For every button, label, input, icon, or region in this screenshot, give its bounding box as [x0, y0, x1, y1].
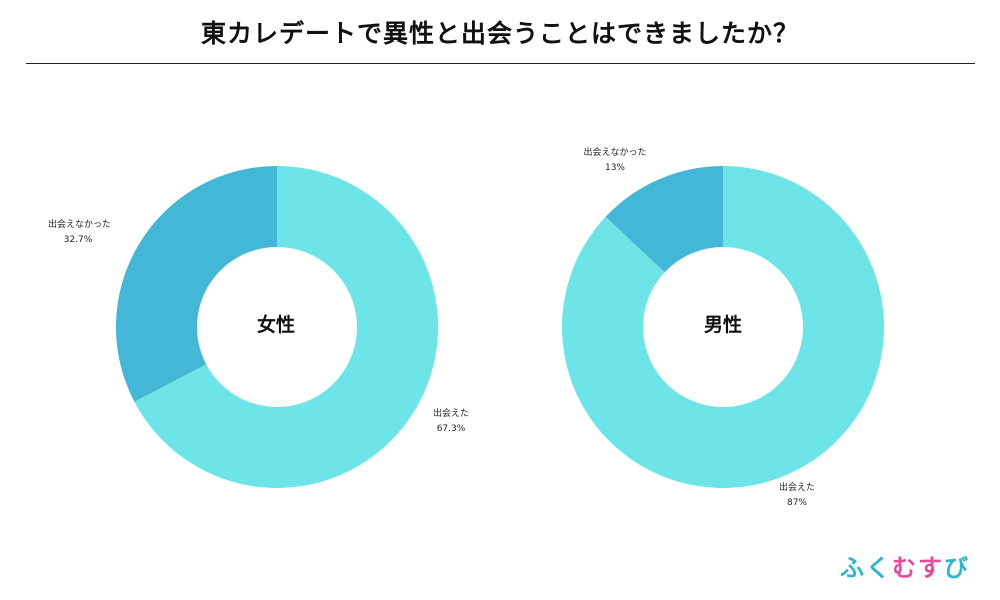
center-label-male: 男性: [703, 314, 742, 336]
slice-label-male-not-met: 出会えなかった 13%: [578, 146, 652, 176]
donut-slice-female-not-met: [115, 166, 277, 402]
slice-label-male-met: 出会えた 87%: [772, 481, 822, 511]
slice-name: 出会えなかった: [48, 220, 112, 230]
brand-logo: ふくむすび: [840, 548, 980, 588]
slice-percent: 67.3%: [436, 424, 466, 434]
slice-percent: 32.7%: [63, 235, 93, 245]
title-divider: [26, 63, 975, 64]
logo-char: す: [918, 554, 944, 582]
donut-slice-male-not-met: [605, 166, 723, 273]
slice-percent: 87%: [786, 498, 807, 508]
logo-char: く: [866, 554, 892, 582]
slice-label-female-not-met: 出会えなかった 32.7%: [48, 218, 112, 248]
slice-name: 出会えた: [432, 409, 469, 419]
slice-name: 出会えなかった: [583, 148, 647, 158]
page-title: 東カレデートで異性と出会うことはできましたか？: [200, 19, 799, 48]
slice-percent: 13%: [604, 163, 625, 173]
logo-char: む: [892, 554, 918, 582]
center-label-female: 女性: [256, 314, 295, 336]
slice-label-female-met: 出会えた 67.3%: [426, 407, 476, 437]
donut-slice-female-met: [134, 166, 438, 488]
logo-char: ふ: [840, 554, 866, 582]
slice-name: 出会えた: [778, 483, 815, 493]
donut-slice-male-met: [562, 166, 884, 488]
logo-char: び: [944, 554, 970, 582]
